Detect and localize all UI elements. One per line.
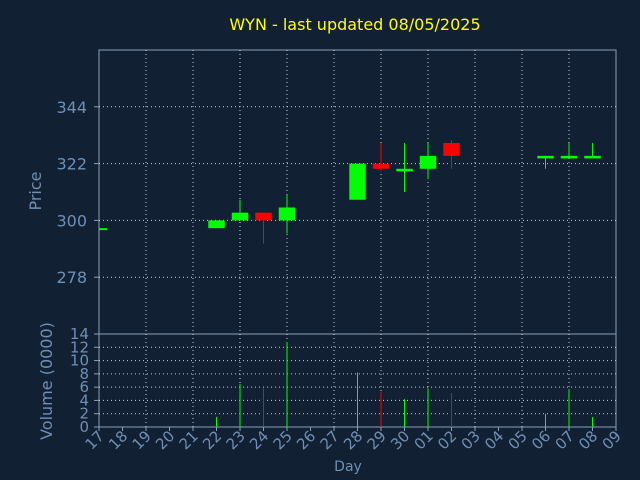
volume-tick-label: 10	[70, 352, 89, 370]
x-tick-label: 22	[199, 427, 225, 453]
x-tick-label: 04	[481, 427, 507, 453]
x-tick-label: 03	[458, 427, 484, 453]
candle-body	[255, 212, 272, 221]
volume-axis-label: Volume (0000)	[37, 322, 56, 440]
x-tick-label: 27	[317, 427, 343, 453]
price-tick-label: 344	[56, 98, 87, 117]
x-tick-label: 30	[387, 427, 413, 453]
x-tick-label: 25	[270, 427, 296, 453]
volume-tick-label: 14	[70, 325, 89, 343]
x-tick-label: 18	[105, 427, 131, 453]
candle-body	[99, 228, 108, 231]
candle-body	[278, 207, 296, 221]
x-tick-label: 28	[340, 427, 366, 453]
volume-tick-label: 4	[79, 391, 89, 409]
price-tick-label: 322	[56, 155, 87, 174]
x-tick-label: 26	[293, 427, 319, 453]
x-tick-label: 20	[152, 427, 178, 453]
volume-tick-label: 2	[79, 405, 89, 423]
candle-body	[231, 212, 249, 221]
volume-tick-label: 12	[70, 338, 89, 356]
x-tick-label: 01	[411, 427, 437, 453]
volume-tick-label: 6	[79, 378, 89, 396]
price-panel: 278 300 322 344	[56, 49, 617, 335]
candle-body	[584, 155, 601, 159]
x-axis-label: Day	[334, 459, 362, 475]
x-tick-label: 08	[575, 427, 601, 453]
candle-body	[349, 163, 366, 200]
candle-body	[537, 155, 554, 159]
candle-body	[396, 168, 413, 172]
x-tick-label: 05	[505, 427, 531, 453]
candle-body	[372, 163, 390, 169]
x-tick-label: 06	[528, 427, 554, 453]
x-tick-label: 19	[129, 427, 155, 453]
x-tick-label: 29	[364, 427, 390, 453]
price-axis-label: Price	[26, 171, 45, 210]
x-tick-label: 21	[176, 427, 202, 453]
candle-body	[208, 220, 225, 229]
price-tick-label: 278	[56, 268, 87, 287]
x-tick-label: 07	[552, 427, 578, 453]
chart-title: WYN - last updated 08/05/2025	[229, 15, 480, 34]
x-tick-label: 09	[599, 427, 625, 453]
candle-body	[443, 142, 460, 156]
x-tick-label: 24	[246, 427, 272, 453]
volume-tick-label: 8	[79, 365, 89, 383]
x-tick-label: 02	[434, 427, 460, 453]
x-axis-ticks: 1718192021222324252627282930010203040506…	[82, 427, 625, 453]
volume-tick-label: 0	[79, 418, 89, 436]
price-tick-label: 300	[56, 211, 87, 230]
candle-body	[419, 155, 437, 169]
candle-body	[560, 155, 578, 159]
x-tick-label: 23	[223, 427, 249, 453]
